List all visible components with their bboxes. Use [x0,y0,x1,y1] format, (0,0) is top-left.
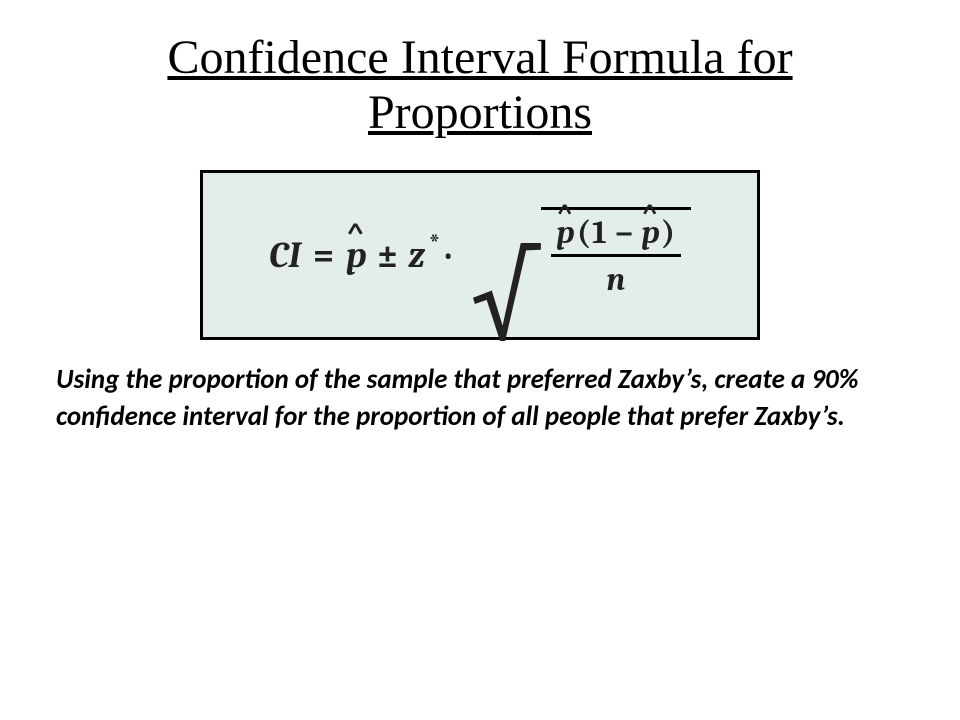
p-hat-2: ^ p [557,217,575,249]
slide: Confidence Interval Formula for Proporti… [0,0,960,720]
p-hat-1: ^ p [346,235,367,276]
rparen: ) [662,217,675,249]
equals-sign: = [307,235,340,276]
hat-glyph: ^ [346,216,364,252]
fraction: ^ p ( 1 − ^ p ) [551,214,681,299]
numerator: ^ p ( 1 − ^ p ) [551,214,681,254]
p-hat-3: ^ p [642,217,660,249]
z-star: z * [408,235,437,276]
star-superscript: * [429,228,441,259]
formula-math: CI = ^ p ± z * · √ [269,207,691,303]
title-line-1: Confidence Interval Formula for [167,31,792,84]
denominator: n [600,257,631,299]
square-root: √ ^ p ( 1 − [465,207,691,303]
center-dot: · [444,235,453,276]
hat-glyph-2: ^ [557,201,573,228]
z-symbol: z [408,235,425,276]
title-line-2: Proportions [368,86,592,139]
one: 1 [592,217,607,249]
formula-box: CI = ^ p ± z * · √ [200,170,760,340]
formula-container: CI = ^ p ± z * · √ [50,170,910,340]
hat-glyph-3: ^ [642,201,658,228]
ci-symbol: CI [269,235,301,276]
slide-title: Confidence Interval Formula for Proporti… [50,30,910,140]
lparen: ( [577,217,590,249]
plus-minus: ± [373,235,402,276]
minus: − [609,217,640,249]
body-text: Using the proportion of the sample that … [50,362,910,435]
radicand: ^ p ( 1 − ^ p ) [541,207,691,303]
